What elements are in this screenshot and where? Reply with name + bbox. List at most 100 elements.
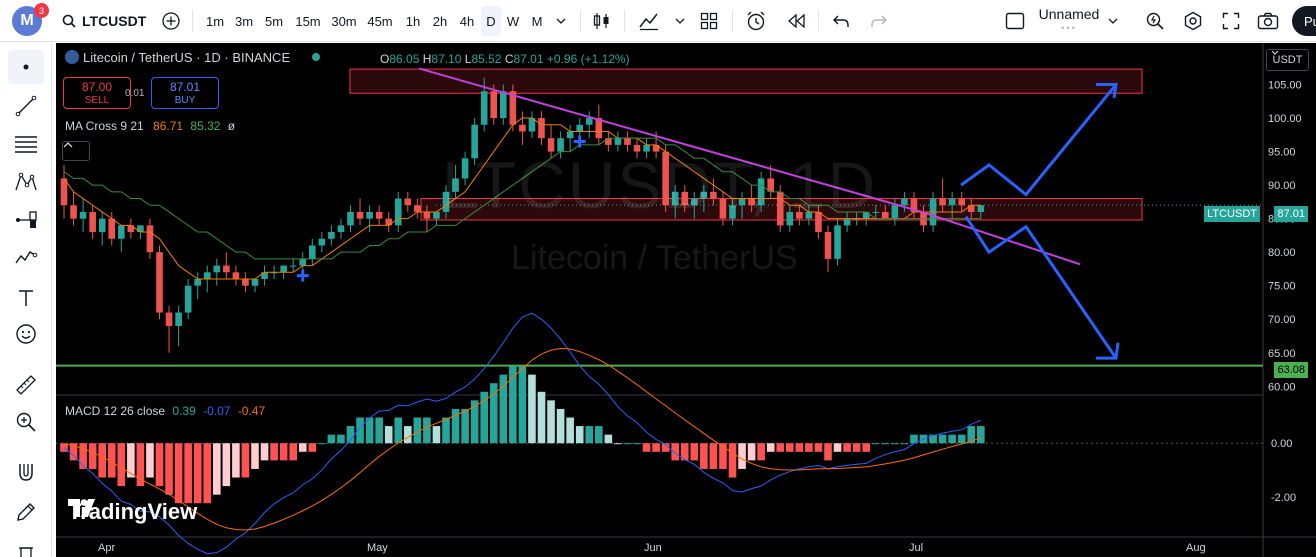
templates-button[interactable] (696, 0, 722, 42)
compare-symbol-button[interactable] (158, 0, 184, 42)
macd-histogram-bar (155, 443, 164, 487)
symbol-watermark: LTCUSDT, 1D (442, 148, 878, 222)
indicators-dropdown[interactable] (670, 0, 690, 42)
support-price-label: 63.08 (1274, 362, 1308, 378)
interval-5m[interactable]: 5m (264, 13, 284, 29)
candle-body (70, 205, 77, 219)
candle-body (948, 198, 956, 206)
macd-histogram-bar (184, 443, 192, 504)
macd-histogram-bar (910, 434, 918, 444)
interval-1m[interactable]: 1m (205, 13, 225, 29)
macd-signal-value: -0.47 (237, 404, 266, 418)
snapshot-button[interactable] (1254, 0, 1282, 42)
fullscreen-button[interactable] (1218, 0, 1244, 42)
interval-w[interactable]: W (506, 13, 520, 29)
candle-body (89, 211, 96, 233)
ruler-icon (16, 375, 36, 395)
redo-button[interactable] (866, 0, 892, 42)
macd-histogram-bar (509, 366, 517, 444)
macd-histogram-bar (623, 443, 632, 445)
indicators-button[interactable] (636, 0, 662, 42)
close-value: 87.01 (513, 52, 544, 66)
macd-histogram-bar (232, 443, 240, 478)
candle-body (566, 131, 574, 139)
quick-search-button[interactable] (1142, 0, 1168, 42)
magnet-tool[interactable] (8, 455, 44, 489)
macd-histogram-bar (327, 434, 336, 444)
macd-histogram-bar (585, 426, 594, 444)
macd-histogram-bar (938, 434, 947, 444)
sell-button[interactable]: 87.00 SELL (63, 77, 131, 109)
sell-price: 87.00 (81, 80, 113, 94)
chevron-down-icon (675, 18, 685, 24)
candle-body (662, 151, 669, 206)
symbol-search-button[interactable]: LTCUSDT (62, 0, 162, 42)
forecast-tool[interactable] (8, 203, 44, 237)
interval-15m[interactable]: 15m (295, 13, 321, 29)
measure-tool[interactable] (8, 368, 44, 402)
buy-button[interactable]: 87.01 BUY (151, 77, 219, 109)
trash-icon (19, 547, 33, 557)
currency-selector[interactable]: USDT (1266, 49, 1309, 71)
macd-histogram-bar (375, 417, 383, 444)
candle-body (729, 205, 736, 219)
candle-body (213, 265, 221, 273)
macd-histogram-bar (432, 426, 441, 444)
trendline-icon (15, 95, 37, 117)
interval-d[interactable]: D (481, 6, 501, 36)
candle-body (939, 198, 946, 206)
layout-toggle-button[interactable] (1002, 0, 1028, 42)
price-tick: 65.00 (1268, 348, 1296, 360)
candle-body (815, 211, 822, 233)
macd-histogram-bar (862, 443, 870, 452)
interval-1h[interactable]: 1h (405, 13, 421, 29)
interval-30m[interactable]: 30m (331, 13, 357, 29)
layout-dropdown[interactable] (1104, 0, 1122, 42)
settings-button[interactable] (1180, 0, 1206, 42)
icon-tool[interactable] (8, 317, 44, 351)
macd-histogram-bar (79, 443, 87, 469)
candle-body (547, 138, 555, 152)
interval-45m[interactable]: 45m (367, 13, 393, 29)
publish-button[interactable]: Pu (1292, 6, 1316, 36)
text-tool[interactable] (8, 281, 44, 315)
bearish-arrow-head (1096, 342, 1120, 360)
tradingview-logo[interactable]: TradingView (68, 499, 197, 525)
macd-legend[interactable]: MACD 12 26 close 0.39 -0.07 -0.47 (65, 404, 265, 418)
zoom-tool[interactable] (8, 405, 44, 439)
trendline-tool[interactable] (8, 89, 44, 123)
candle-body (767, 178, 774, 192)
chart-pane[interactable]: 105.00100.0095.0090.0085.0080.0075.0070.… (56, 43, 1316, 557)
currency-label: USDT (1272, 54, 1303, 66)
alert-button[interactable] (742, 0, 770, 42)
macd-histogram-bar (346, 426, 355, 444)
interval-2h[interactable]: 2h (432, 13, 448, 29)
intervals-dropdown[interactable] (551, 0, 571, 42)
macd-histogram-bar (461, 408, 469, 444)
macd-histogram-bar (690, 443, 699, 461)
hide-drawings-tool[interactable] (8, 535, 44, 557)
macd-histogram-bar (394, 417, 403, 444)
undo-button[interactable] (828, 0, 854, 42)
cursor-tool[interactable] (8, 50, 44, 84)
candle-body (748, 198, 755, 206)
ma-cross-legend[interactable]: MA Cross 9 21 86.71 85.32 ø (65, 119, 235, 133)
brush-tool[interactable] (8, 241, 44, 275)
layout-name-button[interactable]: Unnamed ••• (1036, 0, 1102, 42)
collapse-legend-button[interactable] (62, 141, 90, 161)
price-tick: 95.00 (1268, 147, 1296, 159)
interval-3m[interactable]: 3m (234, 13, 254, 29)
interval-m[interactable]: M (531, 13, 543, 29)
lock-drawings-tool[interactable] (8, 495, 44, 529)
replay-button[interactable] (782, 0, 810, 42)
fib-tool[interactable] (8, 127, 44, 161)
interval-4h[interactable]: 4h (459, 13, 475, 29)
candle-body (585, 118, 593, 125)
candle-body (60, 178, 68, 206)
pattern-tool[interactable] (8, 165, 44, 199)
chart-canvas[interactable]: 105.00100.0095.0090.0085.0080.0075.0070.… (56, 43, 1316, 557)
macd-histogram-bar (891, 443, 899, 445)
price-tick: 100.00 (1268, 113, 1302, 125)
chart-type-button[interactable] (590, 0, 614, 42)
buy-label: BUY (174, 95, 196, 106)
